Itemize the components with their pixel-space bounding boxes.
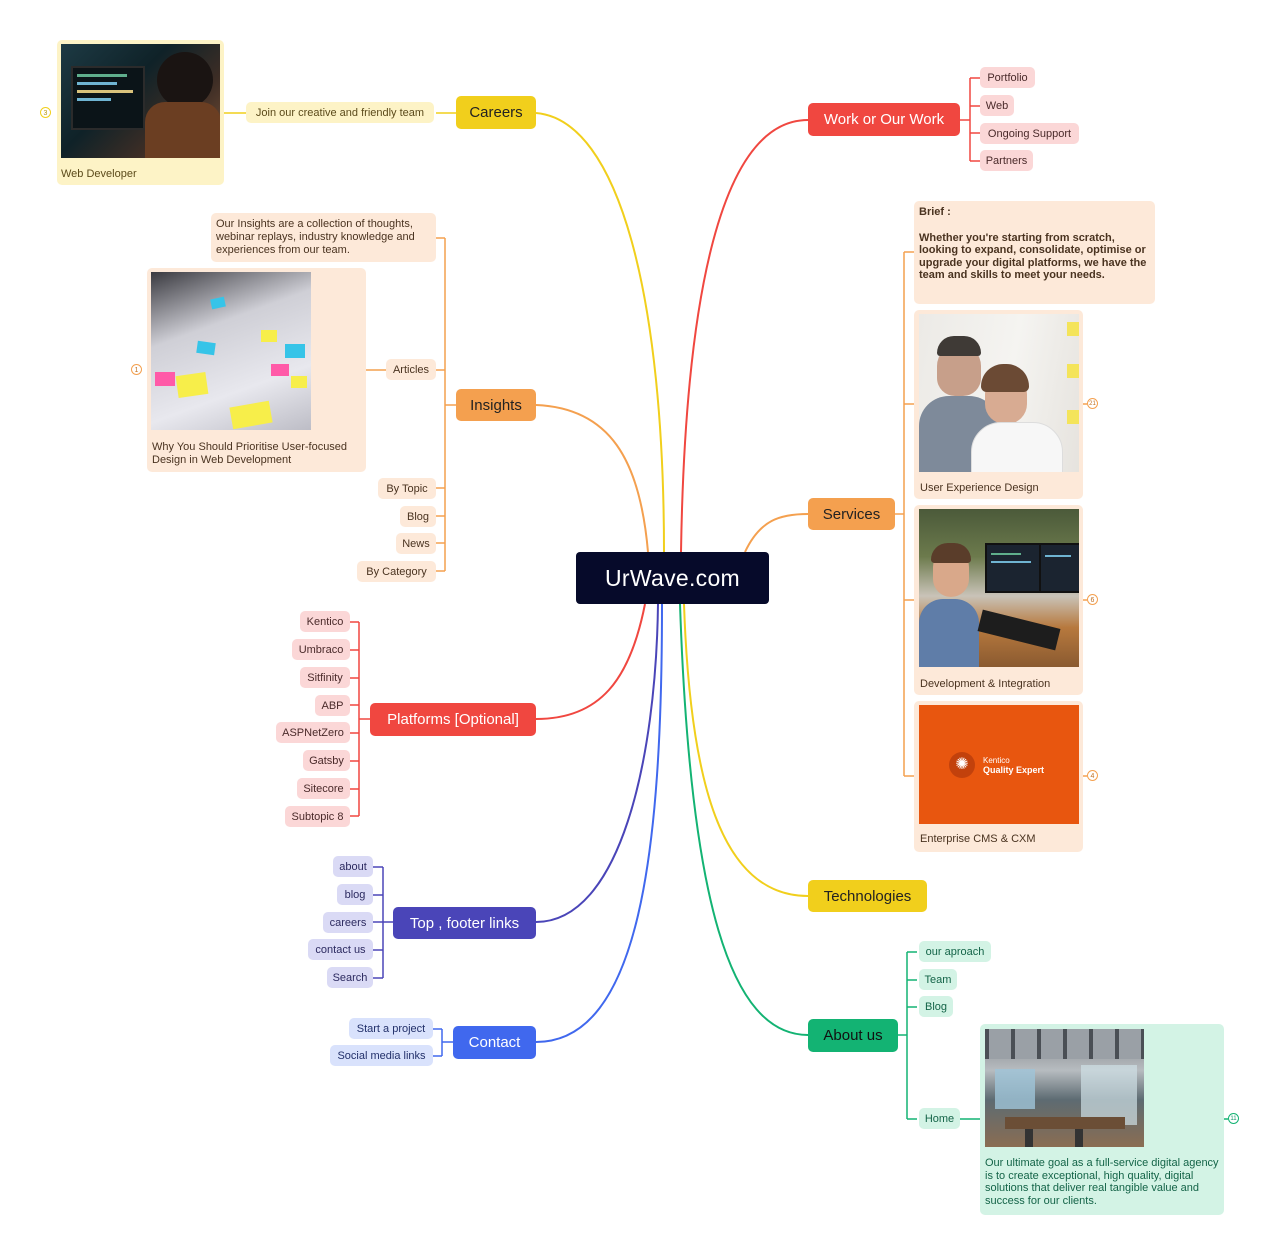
about-blog[interactable]: Blog bbox=[919, 996, 953, 1017]
footer-link-contact-us[interactable]: contact us bbox=[308, 939, 373, 960]
insights-badge[interactable]: 1 bbox=[131, 364, 142, 375]
footer-link-blog[interactable]: blog bbox=[337, 884, 373, 905]
work-web[interactable]: Web bbox=[980, 95, 1014, 116]
platform-gatsby[interactable]: Gatsby bbox=[303, 750, 350, 771]
platform-aspnetzero[interactable]: ASPNetZero bbox=[276, 722, 350, 743]
article-card-caption: Why You Should Prioritise User-focused D… bbox=[152, 441, 348, 466]
insights-node[interactable]: Insights bbox=[456, 389, 536, 421]
insights-by-topic[interactable]: By Topic bbox=[378, 478, 436, 499]
insights-articles[interactable]: Articles bbox=[386, 359, 436, 380]
about-team[interactable]: Team bbox=[919, 969, 957, 990]
edge-platforms bbox=[535, 603, 646, 720]
footer-link-careers[interactable]: careers bbox=[323, 912, 373, 933]
contact-social-links[interactable]: Social media links bbox=[330, 1045, 433, 1066]
footer-link-about[interactable]: about bbox=[333, 856, 373, 877]
service-card-dev-caption: Development & Integration bbox=[920, 678, 1051, 690]
edge-about bbox=[679, 603, 809, 1036]
platform-sitecore[interactable]: Sitecore bbox=[297, 778, 350, 799]
edge-work bbox=[680, 119, 809, 553]
careers-badge[interactable]: 3 bbox=[40, 107, 51, 118]
service-card-cms[interactable]: ✺ Kentico Quality Expert Enterprise CMS … bbox=[914, 701, 1083, 852]
careers-join-note[interactable]: Join our creative and friendly team bbox=[246, 102, 434, 123]
platform-umbraco[interactable]: Umbraco bbox=[292, 639, 350, 660]
platform-kentico[interactable]: Kentico bbox=[300, 611, 350, 632]
platforms-node[interactable]: Platforms [Optional] bbox=[370, 703, 536, 736]
work-ongoing-support[interactable]: Ongoing Support bbox=[980, 123, 1079, 144]
sticky-notes-photo bbox=[151, 272, 311, 430]
careers-card[interactable]: Web Developer bbox=[57, 40, 224, 185]
developer-photo bbox=[61, 44, 220, 158]
edge-technologies bbox=[683, 603, 809, 897]
work-node[interactable]: Work or Our Work bbox=[808, 103, 960, 136]
insights-by-category[interactable]: By Category bbox=[357, 561, 436, 582]
edge-services bbox=[744, 513, 809, 553]
contact-start-project[interactable]: Start a project bbox=[349, 1018, 433, 1039]
kentico-logo-icon: ✺ bbox=[949, 752, 975, 778]
service-card-dev[interactable]: Development & Integration bbox=[914, 505, 1083, 695]
footer-links-node[interactable]: Top , footer links bbox=[393, 907, 536, 939]
article-card[interactable]: Why You Should Prioritise User-focused D… bbox=[147, 268, 366, 472]
ux-team-photo bbox=[919, 314, 1079, 472]
kentico-logo-subtext: Quality Expert bbox=[983, 765, 1045, 775]
service-card-cms-caption: Enterprise CMS & CXM bbox=[920, 833, 1036, 845]
insights-news[interactable]: News bbox=[396, 533, 436, 554]
services-brief[interactable]: Brief : Whether you're starting from scr… bbox=[914, 201, 1155, 304]
about-our-approach[interactable]: our aproach bbox=[919, 941, 991, 962]
service-card-ux-caption: User Experience Design bbox=[920, 482, 1039, 494]
edge-footer bbox=[535, 603, 659, 923]
about-home-text: Our ultimate goal as a full-service digi… bbox=[985, 1157, 1219, 1207]
technologies-node[interactable]: Technologies bbox=[808, 880, 927, 912]
platform-abp[interactable]: ABP bbox=[315, 695, 350, 716]
service-dev-badge[interactable]: 6 bbox=[1087, 594, 1098, 605]
developer-desk-photo bbox=[919, 509, 1079, 667]
about-badge[interactable]: 11 bbox=[1228, 1113, 1239, 1124]
work-portfolio[interactable]: Portfolio bbox=[980, 67, 1035, 88]
kentico-logo-tile: ✺ Kentico Quality Expert bbox=[919, 705, 1079, 824]
kentico-logo-text: Kentico bbox=[983, 756, 1010, 765]
root-node[interactable]: UrWave.com bbox=[576, 552, 769, 604]
edge-contact bbox=[535, 603, 663, 1043]
about-node[interactable]: About us bbox=[808, 1019, 898, 1052]
footer-link-search[interactable]: Search bbox=[327, 967, 373, 988]
careers-node[interactable]: Careers bbox=[456, 96, 536, 129]
platform-sitfinity[interactable]: Sitfinity bbox=[300, 667, 350, 688]
insights-blog[interactable]: Blog bbox=[400, 506, 436, 527]
contact-node[interactable]: Contact bbox=[453, 1026, 536, 1059]
service-ux-badge[interactable]: 21 bbox=[1087, 398, 1098, 409]
edge-careers bbox=[535, 112, 665, 553]
services-node[interactable]: Services bbox=[808, 498, 895, 530]
services-brief-title: Brief : bbox=[919, 206, 951, 218]
edge-insights bbox=[535, 404, 649, 553]
services-brief-text: Whether you're starting from scratch, lo… bbox=[919, 231, 1147, 282]
careers-card-caption: Web Developer bbox=[61, 168, 137, 180]
service-card-ux[interactable]: User Experience Design bbox=[914, 310, 1083, 499]
work-partners[interactable]: Partners bbox=[980, 150, 1033, 171]
about-home-card[interactable]: Our ultimate goal as a full-service digi… bbox=[980, 1024, 1224, 1215]
insights-description[interactable]: Our Insights are a collection of thought… bbox=[211, 213, 436, 262]
service-cms-badge[interactable]: 4 bbox=[1087, 770, 1098, 781]
office-photo bbox=[985, 1029, 1144, 1147]
about-home[interactable]: Home bbox=[919, 1108, 960, 1129]
platform-subtopic-8[interactable]: Subtopic 8 bbox=[285, 806, 350, 827]
